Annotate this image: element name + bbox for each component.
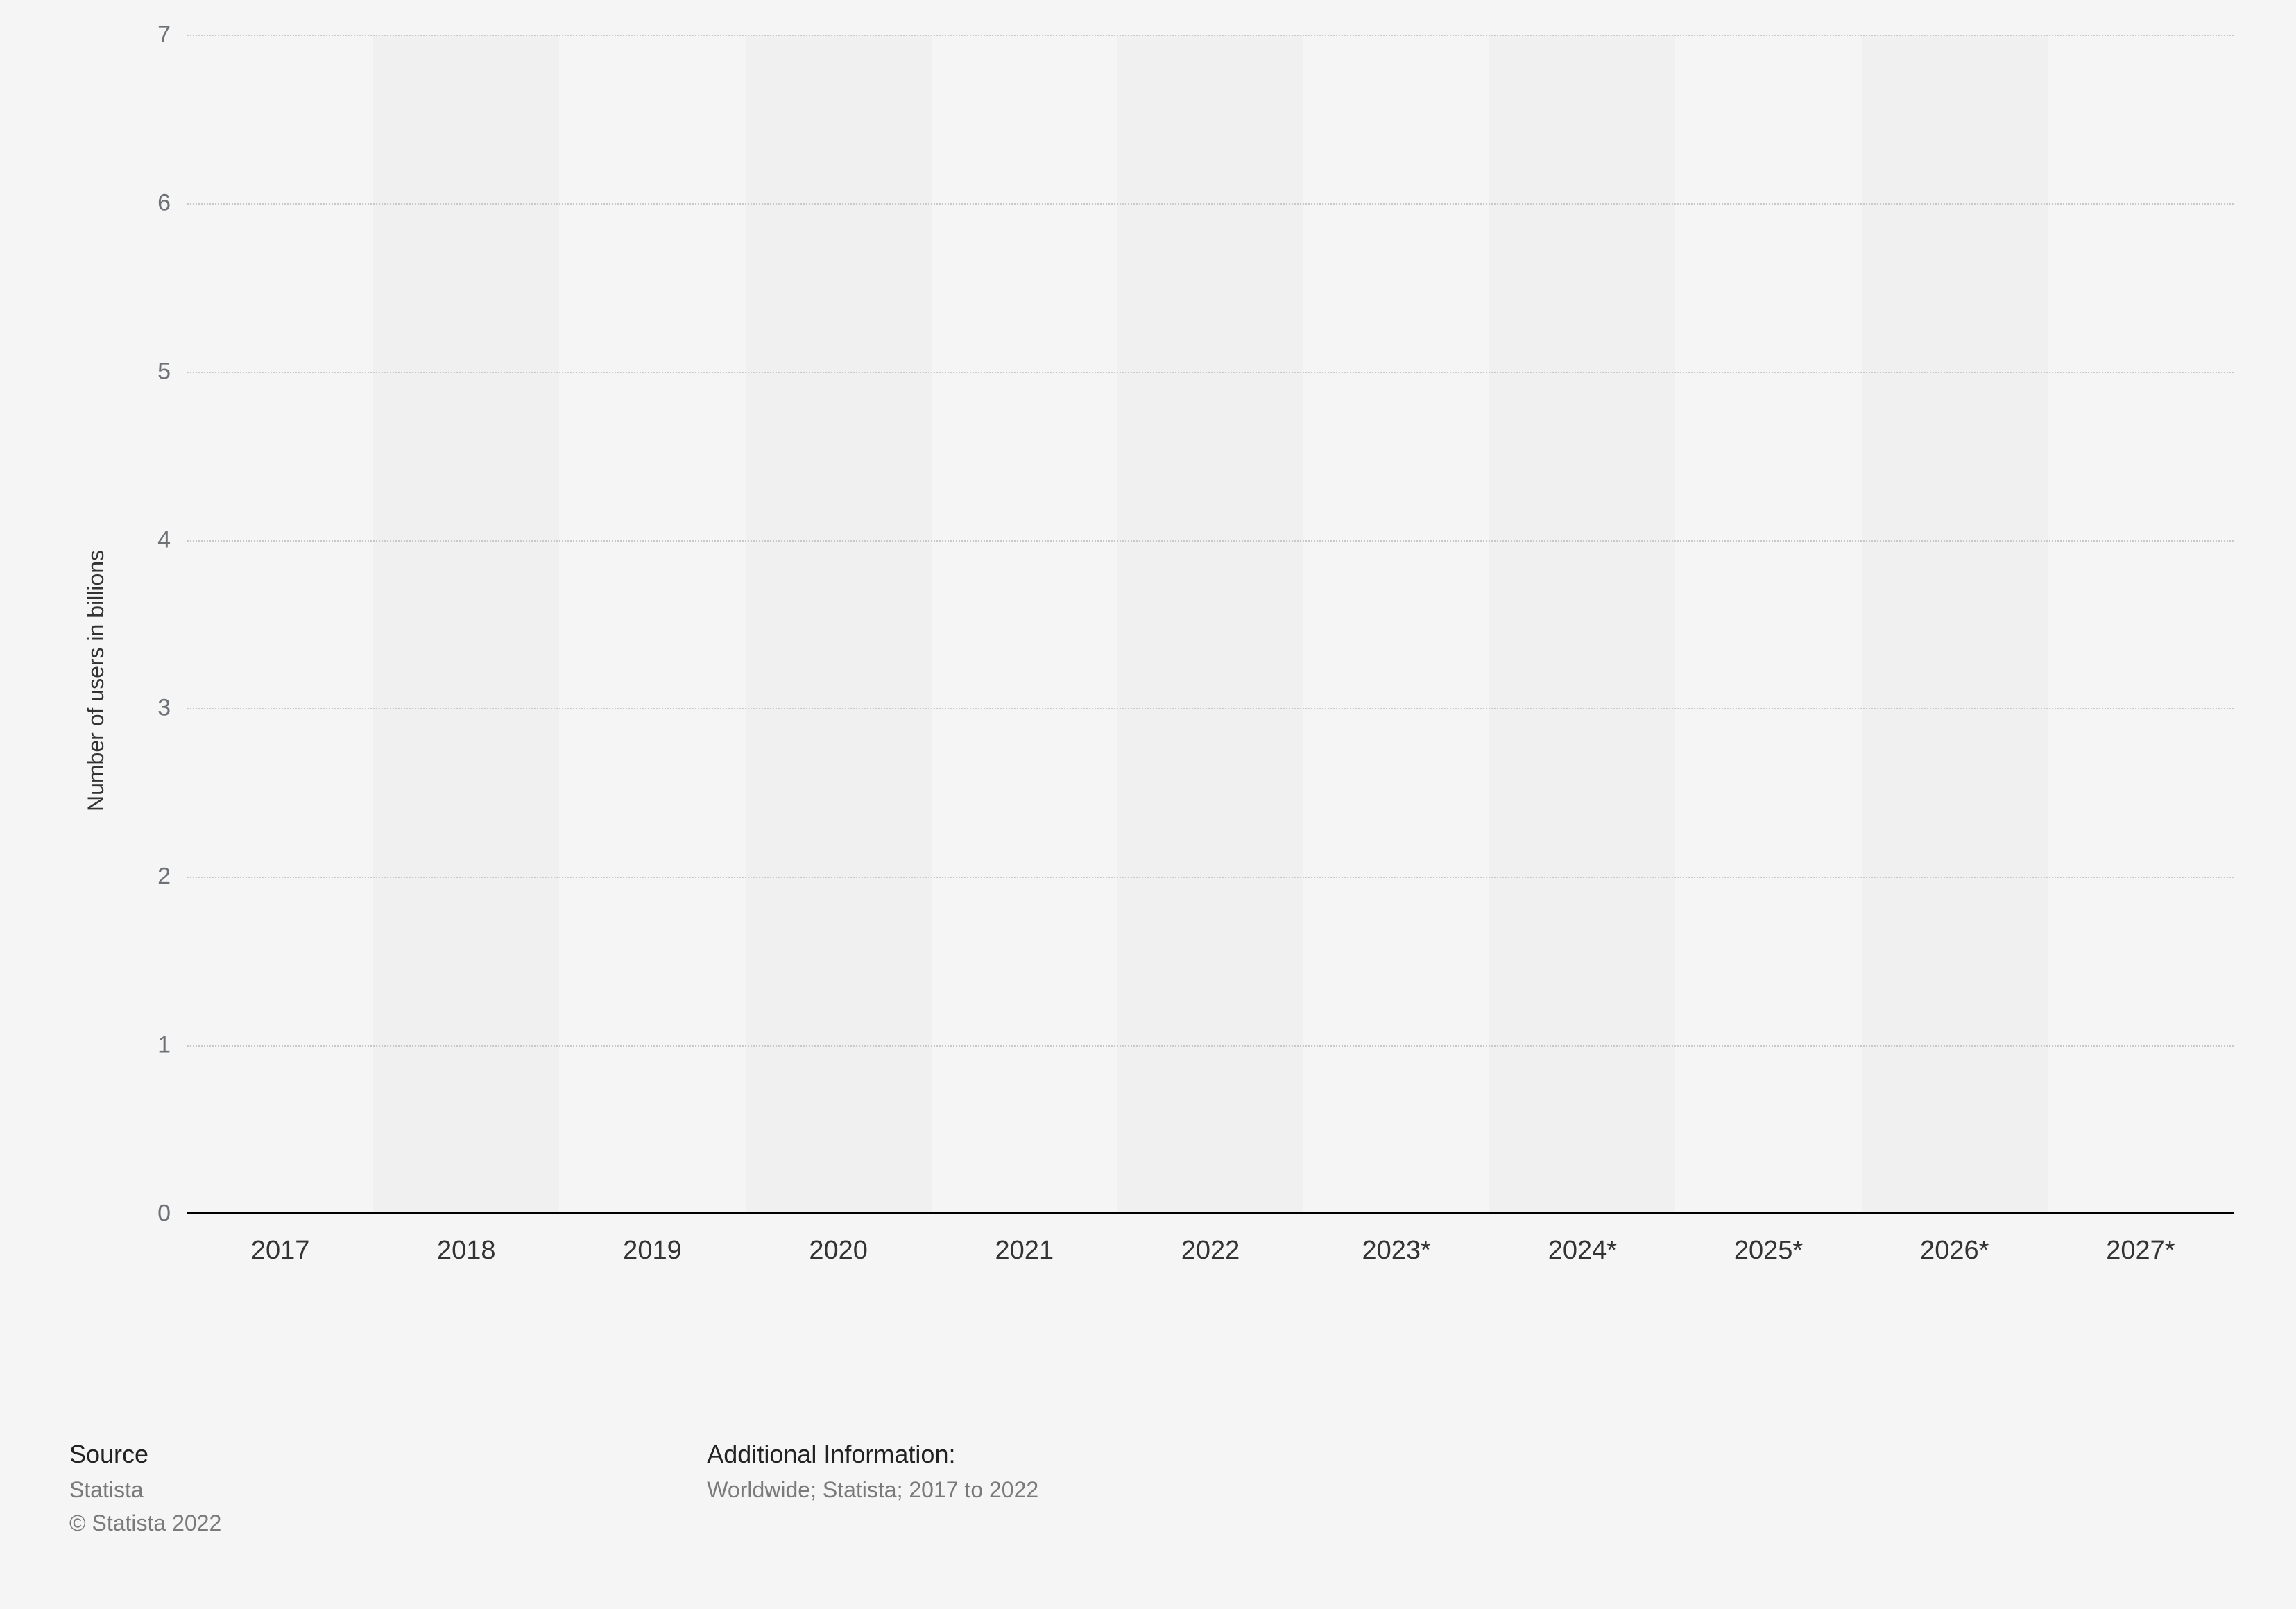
bar: 4.26 (963, 494, 1086, 1212)
bar-value-label: 4.89 (1371, 348, 1422, 378)
y-axis-title: Number of users in billions (83, 550, 109, 811)
bar-value-label: 3.1 (448, 650, 485, 680)
bar: 4.89 (1335, 388, 1458, 1212)
y-tick-label: 6 (157, 189, 171, 216)
plot-box: 2.73 3.1 3.51 3.9 4.26 4.59 4.89 5.17 5.42 5.64 5.… (187, 35, 2234, 1277)
x-tick-label: 2018 (437, 1236, 496, 1266)
bar-value-label: 4.26 (999, 454, 1050, 484)
y-tick-label: 7 (157, 21, 171, 49)
grid-line (187, 35, 2234, 36)
bar-value-label: 4.59 (1185, 399, 1236, 429)
bar-value-label: 3.51 (626, 581, 678, 611)
chart-wrap: Number of users in billions 2.73 3.1 3.51 3… (62, 35, 2234, 1277)
bar: 3.9 (777, 555, 900, 1212)
x-tick-label: 2017 (251, 1236, 310, 1266)
bar: 5.17 (1521, 341, 1644, 1212)
bar-value-label: 5.64 (1929, 222, 1980, 252)
grid-line (187, 877, 2234, 878)
y-tick-label: 4 (157, 526, 171, 553)
bar: 3.1 (405, 689, 528, 1212)
chart-frame: Number of users in billions 2.73 3.1 3.51 3… (0, 0, 2296, 1609)
y-tick-label: 5 (157, 358, 171, 385)
bar: 5.85 (2079, 226, 2202, 1212)
bar-value-label: 5.42 (1743, 259, 1794, 289)
x-tick-label: 2019 (623, 1236, 682, 1266)
x-tick-label: 2027* (2106, 1236, 2175, 1266)
bar: 5.42 (1707, 299, 1830, 1212)
bar-value-label: 5.85 (2115, 187, 2166, 216)
bars-layer: 2.73 3.1 3.51 3.9 4.26 4.59 4.89 5.17 5.42 5.64 5.… (187, 35, 2234, 1212)
grid-line (187, 1045, 2234, 1047)
grid-line (187, 708, 2234, 709)
x-tick-label: 2022 (1181, 1236, 1240, 1266)
grid-line (187, 372, 2234, 373)
info-heading: Additional Information: (707, 1440, 1038, 1469)
x-tick-label: 2020 (809, 1236, 868, 1266)
grid-line (187, 203, 2234, 205)
source-block: Source Statista © Statista 2022 (69, 1440, 221, 1540)
bar: 5.64 (1893, 261, 2016, 1212)
bar: 2.73 (219, 752, 342, 1212)
y-tick-label: 2 (157, 863, 171, 890)
additional-info-block: Additional Information: Worldwide; Stati… (707, 1440, 1038, 1506)
bar: 4.59 (1149, 438, 1272, 1212)
y-tick-label: 1 (157, 1032, 171, 1059)
x-axis-labels: 2017 2018 2019 2020 2021 2022 2023* 2024* 2025* 2… (187, 1236, 2234, 1277)
copyright-line: © Statista 2022 (69, 1506, 221, 1540)
x-tick-label: 2026* (1920, 1236, 1989, 1266)
bar-value-label: 2.73 (255, 712, 306, 742)
x-tick-label: 2021 (995, 1236, 1054, 1266)
bar-value-label: 5.17 (1557, 301, 1608, 331)
grid-line (187, 540, 2234, 542)
footer: Source Statista © Statista 2022 Addition… (69, 1440, 1038, 1540)
source-line: Statista (69, 1473, 221, 1506)
x-tick-label: 2023* (1362, 1236, 1431, 1266)
plot-area: 2.73 3.1 3.51 3.9 4.26 4.59 4.89 5.17 5.42 5.64 5.… (187, 35, 2234, 1214)
x-tick-label: 2024* (1548, 1236, 1617, 1266)
y-tick-label: 0 (157, 1201, 171, 1228)
source-heading: Source (69, 1440, 221, 1469)
info-line: Worldwide; Statista; 2017 to 2022 (707, 1473, 1038, 1506)
y-tick-label: 3 (157, 695, 171, 722)
x-tick-label: 2025* (1734, 1236, 1803, 1266)
